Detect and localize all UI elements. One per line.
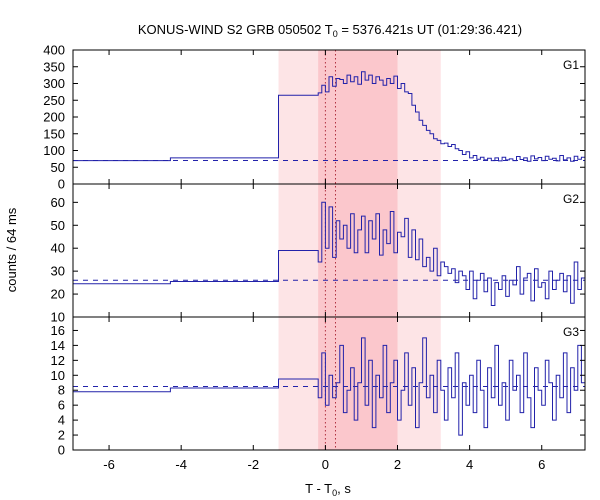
- x-axis-label-subscript: 0: [332, 488, 337, 498]
- y-tick-label: 300: [43, 76, 65, 91]
- panel-frame: [72, 316, 586, 451]
- x-axis-label-main: T - T: [305, 481, 332, 496]
- y-tick-label: 350: [43, 59, 65, 74]
- y-tick-label: 2: [58, 428, 65, 443]
- x-tick-label: -2: [248, 457, 260, 472]
- series-g1-line: [73, 71, 585, 162]
- y-tick-label: 12: [51, 353, 65, 368]
- chart-title-rest: = 5376.421s UT (01:29:36.421): [338, 22, 522, 37]
- chart-title: KONUS-WIND S2 GRB 050502 T0 = 5376.421s …: [138, 22, 522, 39]
- y-tick-label: 14: [51, 338, 65, 353]
- y-tick-label: 100: [43, 143, 65, 158]
- y-tick-label: 200: [43, 110, 65, 125]
- panel-g2: 10 20 30 40 50 60 G2: [51, 183, 586, 325]
- y-tick-label: 30: [51, 264, 65, 279]
- x-tick-label: 6: [538, 457, 545, 472]
- y-tick-label: 250: [43, 93, 65, 108]
- y-tick-label: 40: [51, 241, 65, 256]
- x-tick-label: -6: [103, 457, 115, 472]
- y-tick-label: 20: [51, 287, 65, 302]
- y-axis-label: counts / 64 ms: [4, 207, 19, 292]
- y-tick-label: 0: [58, 443, 65, 458]
- panel-label-g1: G1: [563, 58, 579, 72]
- x-axis-label-rest: , s: [337, 481, 351, 496]
- y-tick-label: 60: [51, 195, 65, 210]
- panel-label-g2: G2: [563, 192, 579, 206]
- y-tick-label: 8: [58, 383, 65, 398]
- x-tick-label: 4: [466, 457, 473, 472]
- x-tick-label: 0: [322, 457, 329, 472]
- panel-label-g3: G3: [563, 325, 579, 339]
- y-tick-label: 150: [43, 126, 65, 141]
- x-tick-label: -4: [175, 457, 187, 472]
- y-tick-label: 4: [58, 413, 65, 428]
- y-tick-label: 6: [58, 398, 65, 413]
- y-tick-label: 0: [58, 177, 65, 192]
- x-tick-label: 2: [394, 457, 401, 472]
- chart-title-subscript: 0: [333, 29, 338, 39]
- y-tick-label: 10: [51, 368, 65, 383]
- series-g3-line: [73, 337, 585, 436]
- y-tick-label: 400: [43, 43, 65, 58]
- y-tick-label: 50: [51, 160, 65, 175]
- x-axis-label: T - T0, s: [305, 481, 351, 498]
- series-g2-line: [73, 201, 585, 306]
- chart-title-main: KONUS-WIND S2 GRB 050502 T: [138, 22, 333, 37]
- y-tick-label: 50: [51, 218, 65, 233]
- y-tick-label: 16: [51, 323, 65, 338]
- y-tick-label: 10: [51, 310, 65, 325]
